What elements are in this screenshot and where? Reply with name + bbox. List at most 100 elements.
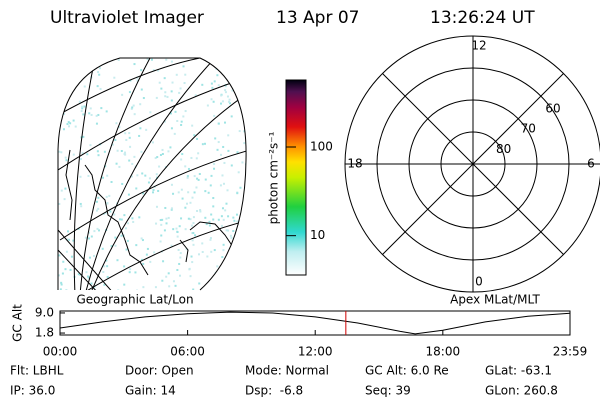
speckle-dot	[129, 79, 132, 82]
info-field: Mode: Normal	[245, 364, 329, 378]
speckle-dot	[155, 96, 158, 99]
speckle-dot	[95, 200, 98, 203]
speckle-dot	[224, 121, 227, 124]
speckle-dot	[87, 276, 90, 279]
speckle-dot	[88, 237, 91, 240]
speckle-dot	[128, 136, 131, 139]
speckle-dot	[224, 283, 227, 286]
speckle-dot	[97, 113, 100, 116]
speckle-dot	[118, 165, 121, 168]
speckle-dot	[128, 159, 131, 162]
speckle-dot	[221, 174, 224, 177]
info-field: Gain: 14	[125, 384, 176, 398]
speckle-dot	[217, 122, 220, 125]
speckle-dot	[58, 254, 61, 257]
speckle-dot	[108, 194, 111, 197]
speckle-dot	[188, 268, 191, 271]
y-tick-label: 1.8	[35, 326, 54, 340]
speckle-dot	[66, 123, 69, 126]
speckle-dot	[213, 283, 216, 286]
speckle-dot	[134, 271, 137, 274]
speckle-dot	[88, 112, 91, 115]
speckle-dot	[179, 252, 182, 255]
speckle-dot	[74, 80, 77, 83]
speckle-dot	[192, 222, 195, 225]
speckle-dot	[97, 154, 100, 157]
speckle-dot	[63, 198, 66, 201]
speckle-dot	[101, 59, 104, 62]
speckle-dot	[60, 67, 63, 70]
speckle-dot	[190, 255, 193, 258]
speckle-dot	[154, 157, 157, 160]
speckle-dot	[238, 67, 241, 70]
speckle-dot	[223, 275, 226, 278]
speckle-dot	[60, 283, 63, 286]
speckle-dot	[221, 207, 224, 210]
speckle-dot	[239, 81, 242, 84]
speckle-dot	[238, 282, 241, 285]
speckle-dot	[159, 240, 162, 243]
speckle-dot	[120, 234, 123, 237]
speckle-dot	[96, 227, 99, 230]
speckle-dot	[201, 242, 204, 245]
x-tick-label: 18:00	[426, 345, 461, 359]
speckle-dot	[244, 248, 247, 251]
speckle-dot	[239, 237, 242, 240]
info-field: Door: Open	[125, 364, 194, 378]
speckle-dot	[222, 243, 225, 246]
speckle-dot	[125, 138, 128, 141]
speckle-dot	[80, 110, 83, 113]
info-field: GLon: 260.8	[485, 384, 558, 398]
speckle-dot	[159, 219, 162, 222]
speckle-dot	[123, 153, 126, 156]
altitude-line	[59, 311, 571, 335]
speckle-dot	[128, 271, 131, 274]
speckle-dot	[119, 218, 122, 221]
speckle-dot	[88, 256, 91, 259]
speckle-dot	[240, 225, 243, 228]
speckle-dot	[144, 174, 147, 177]
speckle-dot	[151, 141, 154, 144]
speckle-dot	[60, 291, 62, 293]
speckle-dot	[225, 260, 228, 263]
speckle-dot	[163, 229, 166, 232]
speckle-dot	[156, 156, 159, 159]
speckle-dot	[216, 74, 219, 77]
speckle-dot	[245, 198, 247, 201]
speckle-dot	[170, 244, 173, 247]
speckle-dot	[199, 210, 202, 213]
speckle-dot	[101, 176, 104, 179]
speckle-dot	[164, 95, 167, 98]
speckle-dot	[225, 229, 228, 232]
speckle-dot	[230, 70, 233, 73]
speckle-dot	[69, 122, 72, 125]
speckle-dot	[185, 248, 188, 251]
speckle-dot	[198, 282, 201, 285]
speckle-dot	[140, 88, 143, 91]
speckle-dot	[230, 70, 233, 73]
x-tick-label: 00:00	[43, 345, 78, 359]
speckle-dot	[121, 93, 124, 96]
speckle-dot	[82, 113, 85, 116]
speckle-dot	[125, 248, 128, 251]
speckle-dot	[175, 227, 178, 230]
speckle-dot	[118, 126, 121, 129]
speckle-dot	[126, 239, 129, 242]
speckle-dot	[116, 149, 119, 152]
speckle-dot	[197, 178, 200, 181]
speckle-dot	[194, 94, 197, 97]
speckle-dot	[222, 182, 225, 185]
speckle-dot	[187, 167, 190, 170]
speckle-dot	[194, 234, 197, 237]
speckle-dot	[220, 215, 223, 218]
speckle-dot	[106, 202, 109, 205]
colorbar-tick-label: 100	[310, 140, 333, 154]
speckle-dot	[67, 230, 70, 233]
speckle-dot	[121, 182, 124, 185]
speckle-dot	[104, 165, 107, 168]
speckle-dot	[142, 286, 145, 289]
speckle-dot	[98, 73, 101, 76]
speckle-dot	[179, 274, 182, 277]
speckle-dot	[93, 230, 96, 233]
speckle-dot	[83, 85, 86, 88]
